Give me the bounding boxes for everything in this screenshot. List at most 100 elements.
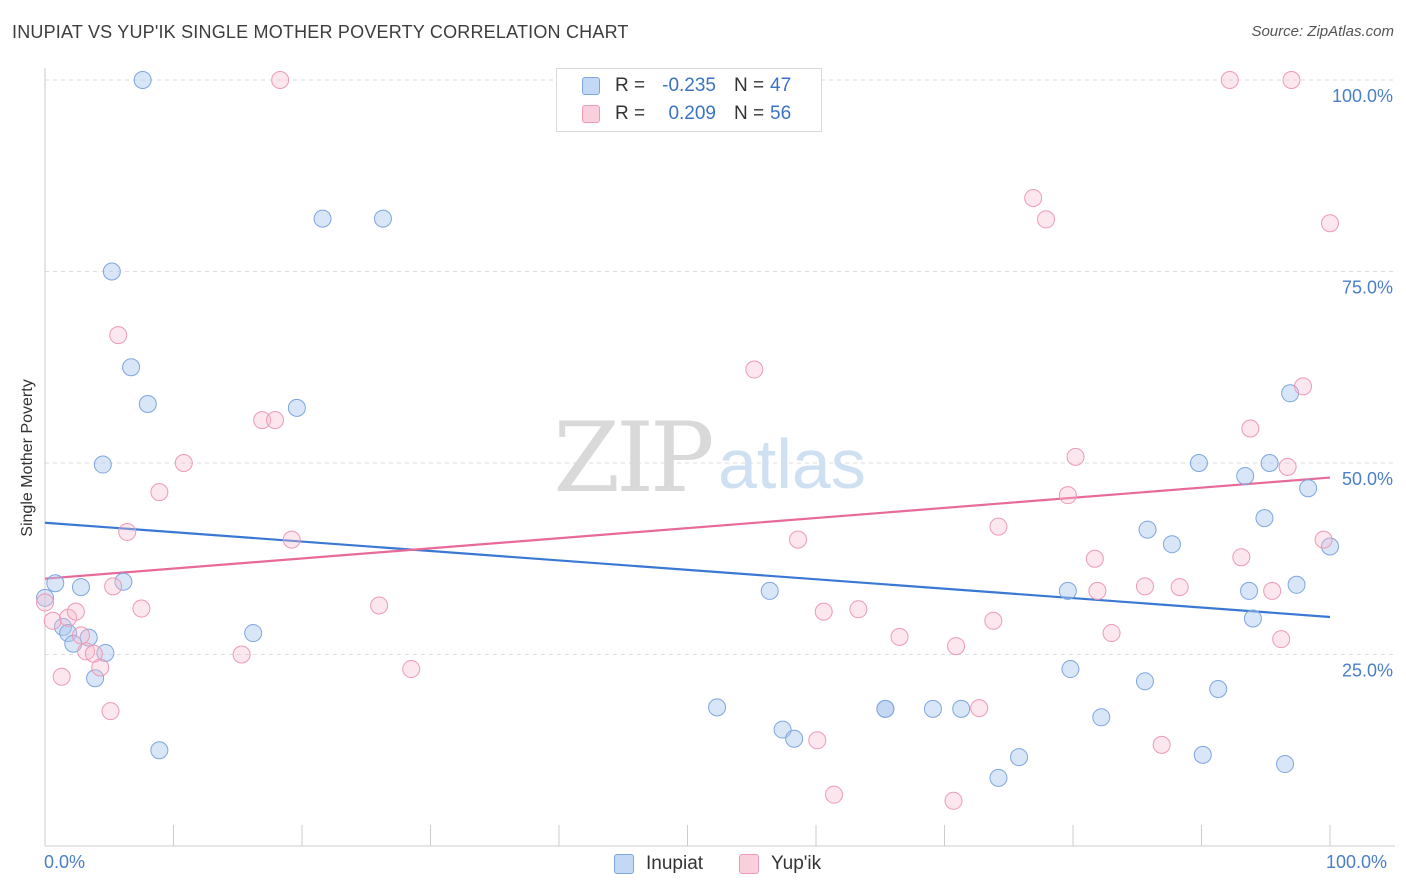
y-tick-labels: 25.0% 50.0% 75.0% 100.0% — [1332, 86, 1393, 681]
yupik-point — [118, 522, 137, 541]
legend-label-inupiat: Inupiat — [646, 853, 704, 874]
yupik-point — [1272, 630, 1291, 649]
inupiat-point — [71, 578, 90, 597]
yupik-point — [282, 530, 301, 549]
yupik-point — [1294, 377, 1313, 396]
yupik-point — [104, 577, 123, 596]
yupik-trend-line — [44, 476, 1331, 580]
n-value: 47 — [770, 75, 792, 96]
n-label: N = — [734, 75, 765, 96]
y-tick-label: 100.0% — [1332, 86, 1393, 106]
yupik-point — [970, 699, 989, 718]
inupiat-point — [1209, 679, 1228, 698]
x-axis-min-label: 0.0% — [44, 852, 86, 872]
n-label: N = — [734, 103, 765, 124]
yupik-point — [1282, 71, 1301, 89]
gridlines — [45, 79, 1395, 655]
chart-title: INUPIAT VS YUP'IK SINGLE MOTHER POVERTY … — [12, 22, 629, 42]
yupik-point — [984, 611, 1003, 630]
yupik-point — [132, 599, 151, 618]
yupik-point — [36, 593, 54, 612]
yupik-point — [989, 517, 1008, 536]
inupiat-point — [760, 581, 779, 600]
inupiat-trend-line — [44, 521, 1331, 619]
r-value: -0.235 — [662, 75, 716, 96]
inupiat-point — [53, 617, 72, 636]
yupik-point — [266, 411, 285, 430]
yupik-point — [66, 602, 85, 621]
r-label: R = — [615, 75, 646, 96]
yupik-point — [1263, 581, 1282, 600]
yupik-point — [1152, 735, 1171, 754]
trend-lines — [44, 476, 1331, 619]
y-tick-label: 25.0% — [1342, 661, 1393, 681]
inupiat-point — [1138, 520, 1157, 539]
n-value: 56 — [770, 103, 792, 124]
yupik-point — [91, 658, 110, 677]
yupik-point — [43, 611, 62, 630]
inupiat-point — [708, 698, 727, 717]
yupik-point — [1170, 578, 1189, 597]
inupiat-point — [1058, 581, 1077, 600]
inupiat-point — [1189, 454, 1208, 472]
inupiat-point — [952, 699, 971, 718]
inupiat-point — [1061, 660, 1080, 679]
yupik-point — [1088, 581, 1107, 600]
yupik-point — [824, 785, 843, 804]
axes — [44, 68, 1395, 847]
inupiat-point — [1240, 581, 1259, 600]
inupiat-point — [1276, 755, 1295, 774]
yupik-point — [232, 645, 251, 664]
yupik-point — [174, 454, 193, 472]
inupiat-point — [1193, 745, 1212, 764]
yupik-point — [150, 483, 169, 502]
inupiat-point — [46, 574, 65, 593]
yupik-point — [1220, 71, 1239, 89]
inupiat-point — [1255, 509, 1274, 528]
data-points — [36, 71, 1339, 810]
yupik-point — [745, 360, 764, 379]
yupik-point — [808, 731, 827, 750]
inupiat-point — [1162, 535, 1181, 554]
yupik-point — [1058, 486, 1077, 505]
inupiat-point — [313, 209, 332, 228]
inupiat-point — [923, 699, 942, 718]
yupik-point — [1085, 549, 1104, 568]
inupiat-point — [1092, 708, 1111, 727]
yupik-point — [944, 791, 963, 810]
inupiat-point — [989, 768, 1008, 787]
inupiat-point — [86, 669, 105, 688]
yupik-point — [789, 530, 808, 549]
inupiat-point — [373, 209, 392, 228]
yupik-point — [890, 627, 909, 646]
yupik-point — [947, 637, 966, 656]
yupik-point — [1232, 548, 1251, 567]
inupiat-point — [1299, 479, 1318, 498]
inupiat-point — [36, 588, 54, 607]
y-tick-label: 75.0% — [1342, 278, 1393, 298]
inupiat-point — [1260, 454, 1279, 472]
inupiat-point — [102, 262, 121, 281]
yupik-point — [814, 602, 833, 621]
yupik-point — [1102, 624, 1121, 643]
inupiat-point — [1243, 609, 1262, 628]
x-axis-max-label: 100.0% — [1326, 852, 1388, 872]
yupik-point — [402, 660, 421, 679]
inupiat-point — [785, 729, 804, 748]
correlation-stats-box: R = -0.235 N = 47 R = 0.209 N = 56 — [556, 68, 822, 132]
yupik-point — [71, 626, 90, 645]
yupik-point — [52, 667, 71, 686]
legend-label-yupik: Yup'ik — [771, 853, 822, 874]
inupiat-point — [138, 395, 157, 414]
inupiat-swatch — [582, 77, 600, 95]
yupik-point — [1066, 447, 1085, 466]
inupiat-point — [1135, 672, 1154, 691]
inupiat-point — [244, 624, 263, 643]
yupik-point — [109, 326, 128, 345]
yupik-point — [1321, 214, 1339, 233]
inupiat-point — [122, 358, 141, 377]
inupiat-point — [1287, 575, 1306, 594]
inupiat-point — [876, 699, 895, 718]
r-label: R = — [615, 103, 646, 124]
